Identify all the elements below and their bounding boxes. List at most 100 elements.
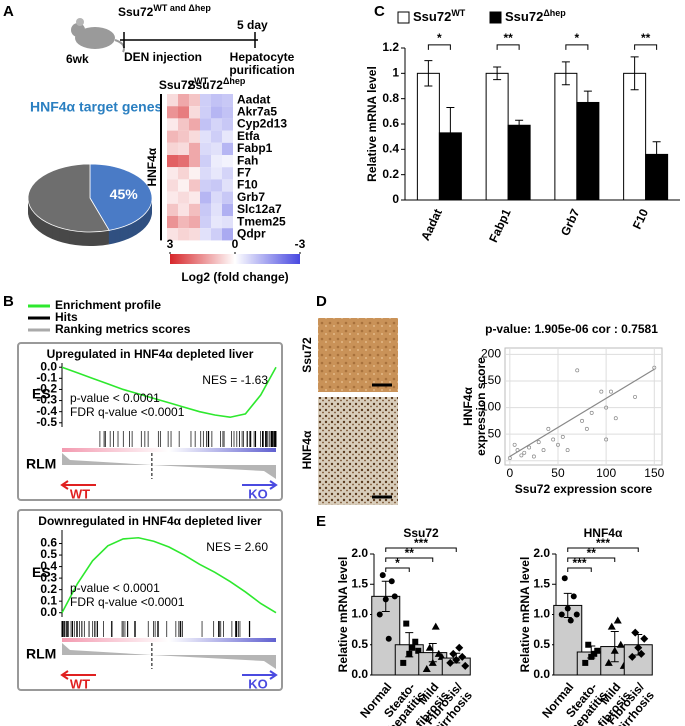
data-point xyxy=(585,641,592,648)
heatmap-cell xyxy=(211,130,222,143)
data-point xyxy=(376,611,383,618)
data-point xyxy=(458,652,467,661)
bar xyxy=(416,72,440,201)
heatmap-cell xyxy=(189,118,200,131)
heatmap-cell xyxy=(222,191,233,204)
chart-title: HNF4α target genes xyxy=(30,99,163,115)
significance-label: ** xyxy=(503,31,513,45)
heatmap-cell xyxy=(178,216,189,229)
side-label: KO xyxy=(248,676,268,691)
x-tick-label: Aadat xyxy=(418,207,445,243)
ihc-image xyxy=(318,397,398,505)
heatmap-cell xyxy=(167,130,178,143)
data-point xyxy=(580,418,585,423)
column-group-sup: Δhep xyxy=(223,76,246,86)
data-point xyxy=(519,453,524,458)
heatmap-cell xyxy=(200,228,211,241)
y-label: ES xyxy=(32,564,51,580)
y-tick-label: 0.4 xyxy=(382,142,399,156)
x-tick-label: 0 xyxy=(506,466,513,480)
data-point xyxy=(640,634,649,643)
significance-bracket xyxy=(385,557,434,562)
heatmap-cell xyxy=(211,118,222,131)
rank-band xyxy=(62,638,276,642)
heatmap-cell xyxy=(200,155,211,168)
y-tick-label: -0.5 xyxy=(36,415,57,429)
data-point xyxy=(575,368,580,373)
data-point xyxy=(628,652,637,661)
row-label: Fah xyxy=(237,153,258,167)
heatmap-cell xyxy=(211,216,222,229)
data-point xyxy=(400,659,407,666)
heatmap-cell xyxy=(178,228,189,241)
data-point xyxy=(409,644,416,651)
data-point xyxy=(522,450,527,455)
y-tick-label: 0.5 xyxy=(351,637,368,651)
legend-label: Ssu72WT xyxy=(413,8,466,24)
colorbar-tick-label: 0 xyxy=(232,237,239,251)
significance-bracket xyxy=(565,44,589,50)
rlm-area xyxy=(62,453,276,479)
heatmap-cell xyxy=(211,167,222,180)
error-bar xyxy=(630,56,639,91)
data-point xyxy=(613,616,622,624)
rlm-area xyxy=(62,643,276,669)
y-label: ES xyxy=(32,386,51,402)
data-point xyxy=(403,620,410,627)
heatmap-cell xyxy=(222,118,233,131)
y-tick-label: 0 xyxy=(392,192,399,206)
data-point xyxy=(637,649,646,658)
y-tick-label: 0.0 xyxy=(351,667,368,681)
heatmap-cell xyxy=(178,191,189,204)
data-point xyxy=(607,622,616,630)
data-point xyxy=(613,416,618,421)
panel-label: E xyxy=(316,513,326,530)
y-tick-label: 0.4 xyxy=(40,559,57,573)
significance-label: * xyxy=(437,31,442,45)
side-label: WT xyxy=(70,486,90,501)
error-bar xyxy=(610,630,619,663)
heatmap-cell xyxy=(200,179,211,192)
data-point xyxy=(449,649,458,658)
data-point xyxy=(531,454,536,459)
data-point xyxy=(428,658,437,666)
error-bar xyxy=(563,592,572,619)
y-label: Relative mRNA level xyxy=(365,66,379,182)
error-bar xyxy=(652,141,661,168)
y-label: RLM xyxy=(26,456,56,472)
y-tick-label: 0.1 xyxy=(40,593,57,607)
significance-label: ** xyxy=(587,546,597,560)
data-point xyxy=(455,643,464,652)
heatmap-cell xyxy=(167,191,178,204)
heatmap-cell xyxy=(200,106,211,119)
y-tick-label: 1.0 xyxy=(533,607,550,621)
data-point xyxy=(591,650,598,657)
chart-title: Ssu72 xyxy=(403,526,439,540)
es-curve xyxy=(61,366,277,419)
row-label: Qdpr xyxy=(237,226,266,240)
legend-swatch xyxy=(397,11,410,24)
y-tick-label: 0.0 xyxy=(40,359,57,373)
significance-bracket xyxy=(567,547,639,552)
data-point xyxy=(633,394,637,399)
heatmap-cell xyxy=(200,216,211,229)
pie-slice xyxy=(27,163,110,233)
heatmap-cell xyxy=(167,216,178,229)
data-point xyxy=(546,426,551,431)
significance-bracket xyxy=(385,567,410,572)
data-point xyxy=(584,426,589,431)
y-tick-label: 100 xyxy=(481,400,501,414)
significance-bracket xyxy=(634,44,658,50)
strain: Ssu72 xyxy=(118,5,154,19)
side-label: KO xyxy=(248,486,268,501)
x-tick-label: 100 xyxy=(596,466,616,480)
heatmap-cell xyxy=(222,167,233,180)
step2-time: 5 day xyxy=(237,18,268,32)
heatmap-cell xyxy=(167,203,178,216)
x-tick-label: Grb7 xyxy=(558,206,583,238)
heatmap-cell xyxy=(200,118,211,131)
y-tick-label: 150 xyxy=(481,373,501,387)
data-point xyxy=(446,658,455,667)
chart-title: HNF4α xyxy=(584,526,623,540)
heatmap-cell xyxy=(222,142,233,155)
